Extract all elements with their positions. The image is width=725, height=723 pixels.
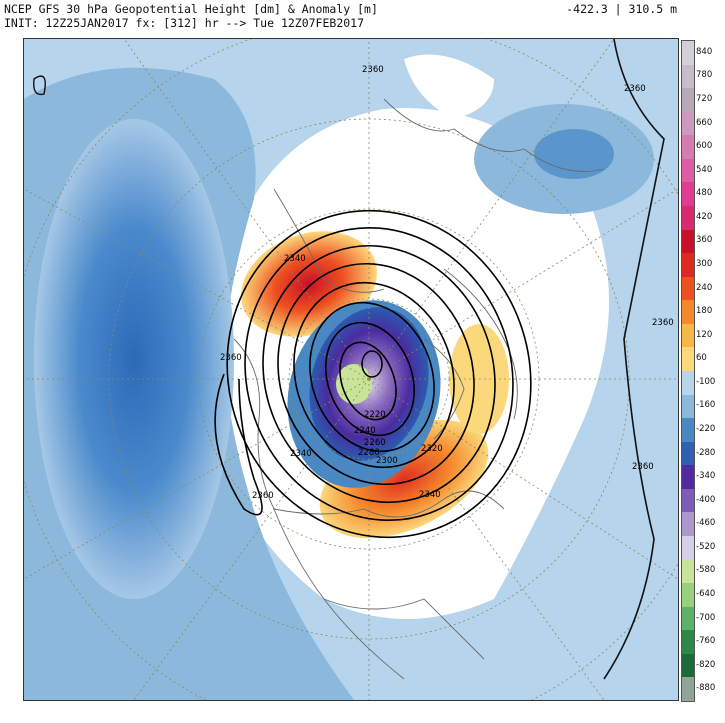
height-contours (214, 209, 532, 539)
contour-labels: 2360 2360 2360 2360 2340 2220 2240 2260 … (220, 65, 674, 501)
contour-label: 2220 (364, 410, 386, 420)
colorbar-tick-label: -280 (696, 447, 716, 458)
contour-label: 2320 (421, 444, 443, 454)
colorbar-tick-label: 480 (696, 188, 713, 199)
colorbar-segment (682, 536, 694, 561)
map-svg: 2360 2360 2360 2360 2340 2220 2240 2260 … (24, 39, 678, 700)
contour-label: 2260 (364, 438, 386, 448)
colorbar-tick-label: -220 (696, 423, 716, 434)
colorbar-tick-label: 720 (696, 93, 713, 104)
colorbar-tick-label: -880 (696, 683, 716, 694)
title-line-1: NCEP GFS 30 hPa Geopotential Height [dm]… (4, 2, 378, 16)
colorbar-segment (682, 418, 694, 443)
colorbar-segment (682, 488, 694, 513)
contour-label: 2360 (362, 65, 384, 75)
chart-header: NCEP GFS 30 hPa Geopotential Height [dm]… (4, 2, 378, 30)
title-line-2: INIT: 12Z25JAN2017 fx: [312] hr --> Tue … (4, 16, 365, 30)
colorbar-segment (682, 371, 694, 396)
colorbar-tick-label: -520 (696, 541, 716, 552)
contour-label: 2360 (220, 353, 242, 363)
colorbar-segment (682, 253, 694, 278)
colorbar-ticks: 840 780 720 660 600 540 480 420 360 300 240 180 120 6… (696, 40, 724, 700)
colorbar-segment (682, 653, 694, 678)
colorbar-tick-label: 60 (696, 353, 707, 364)
colorbar-segment (682, 583, 694, 608)
colorbar-tick-label: -400 (696, 494, 716, 505)
colorbar-tick-label: 300 (696, 258, 713, 269)
colorbar-segment (682, 111, 694, 136)
colorbar-tick-label: 840 (696, 46, 713, 57)
colorbar-tick-label: 240 (696, 282, 713, 293)
colorbar-segment (682, 158, 694, 183)
colorbar (681, 40, 695, 702)
colorbar-tick-label: 540 (696, 164, 713, 175)
pacific-anomaly-core (34, 119, 234, 599)
colorbar-tick-label: 660 (696, 117, 713, 128)
colorbar-tick-label: -160 (696, 400, 716, 411)
colorbar-segment (682, 630, 694, 655)
colorbar-segment (682, 41, 694, 66)
contour-label: 2340 (290, 449, 312, 459)
colorbar-segment (682, 88, 694, 113)
colorbar-segment (682, 394, 694, 419)
colorbar-segment (682, 229, 694, 254)
colorbar-segment (682, 677, 694, 702)
colorbar-segment (682, 559, 694, 584)
colorbar-segment (682, 465, 694, 490)
island-outline (33, 75, 46, 96)
contour-label: 2360 (632, 462, 654, 472)
colorbar-segment (682, 347, 694, 372)
colorbar-tick-label: -100 (696, 376, 716, 387)
contour-label: 2340 (419, 490, 441, 500)
contour-label: 2360 (652, 318, 674, 328)
min-max-stats: -422.3 | 310.5 m (566, 2, 677, 16)
contour-label: 2340 (284, 254, 306, 264)
polar-stereographic-map: 2360 2360 2360 2360 2340 2220 2240 2260 … (23, 38, 679, 701)
colorbar-segment (682, 606, 694, 631)
colorbar-tick-label: -340 (696, 471, 716, 482)
colorbar-tick-label: 420 (696, 211, 713, 222)
colorbar-segment (682, 206, 694, 231)
colorbar-tick-label: -640 (696, 588, 716, 599)
contour-label: 2300 (376, 456, 398, 466)
colorbar-segment (682, 300, 694, 325)
colorbar-tick-label: 600 (696, 141, 713, 152)
contour-label: 2240 (354, 426, 376, 436)
colorbar-segment (682, 323, 694, 348)
colorbar-tick-label: 360 (696, 235, 713, 246)
colorbar-segment (682, 441, 694, 466)
colorbar-tick-label: 180 (696, 306, 713, 317)
colorbar-tick-label: -580 (696, 565, 716, 576)
colorbar-segment (682, 512, 694, 537)
contour-label: 2360 (624, 84, 646, 94)
colorbar-tick-label: 120 (696, 329, 713, 340)
colorbar-segment (682, 182, 694, 207)
colorbar-segment (682, 276, 694, 301)
colorbar-tick-label: -820 (696, 659, 716, 670)
neutral-anomaly-patch (404, 54, 494, 119)
colorbar-tick-label: -460 (696, 518, 716, 529)
europe-anomaly-core (534, 129, 614, 179)
africa-coastline (603, 39, 665, 680)
colorbar-tick-label: 780 (696, 70, 713, 81)
colorbar-segment (682, 135, 694, 160)
colorbar-segment (682, 64, 694, 89)
contour-label: 2360 (252, 491, 274, 501)
colorbar-tick-label: -760 (696, 636, 716, 647)
contour-label: 2280 (358, 448, 380, 458)
colorbar-tick-label: -700 (696, 612, 716, 623)
